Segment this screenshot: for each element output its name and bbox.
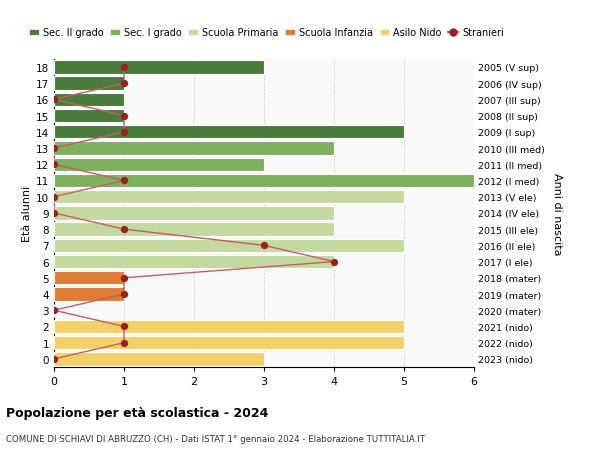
Point bbox=[49, 96, 59, 104]
Point bbox=[119, 80, 129, 88]
Bar bbox=[54, 158, 264, 172]
Y-axis label: Età alunni: Età alunni bbox=[22, 185, 32, 241]
Bar bbox=[54, 223, 334, 236]
Point bbox=[49, 161, 59, 168]
Bar bbox=[54, 190, 404, 204]
Point bbox=[119, 177, 129, 185]
Bar bbox=[54, 207, 334, 220]
Bar bbox=[54, 288, 124, 301]
Legend: Sec. II grado, Sec. I grado, Scuola Primaria, Scuola Infanzia, Asilo Nido, Stran: Sec. II grado, Sec. I grado, Scuola Prim… bbox=[25, 24, 508, 42]
Text: COMUNE DI SCHIAVI DI ABRUZZO (CH) - Dati ISTAT 1° gennaio 2024 - Elaborazione TU: COMUNE DI SCHIAVI DI ABRUZZO (CH) - Dati… bbox=[6, 434, 425, 443]
Bar bbox=[54, 94, 124, 107]
Bar bbox=[54, 174, 474, 188]
Point bbox=[119, 291, 129, 298]
Bar bbox=[54, 239, 404, 252]
Point bbox=[119, 226, 129, 233]
Point bbox=[49, 194, 59, 201]
Point bbox=[49, 145, 59, 152]
Point bbox=[119, 112, 129, 120]
Bar bbox=[54, 77, 124, 90]
Point bbox=[119, 129, 129, 136]
Point bbox=[119, 64, 129, 72]
Bar bbox=[54, 255, 334, 269]
Point bbox=[49, 355, 59, 363]
Point bbox=[259, 242, 269, 250]
Point bbox=[49, 210, 59, 217]
Y-axis label: Anni di nascita: Anni di nascita bbox=[552, 172, 562, 255]
Point bbox=[119, 339, 129, 347]
Bar bbox=[54, 61, 264, 74]
Bar bbox=[54, 353, 264, 366]
Text: Popolazione per età scolastica - 2024: Popolazione per età scolastica - 2024 bbox=[6, 406, 268, 419]
Bar bbox=[54, 142, 334, 155]
Point bbox=[49, 307, 59, 314]
Bar bbox=[54, 110, 124, 123]
Bar bbox=[54, 126, 404, 139]
Bar bbox=[54, 272, 124, 285]
Bar bbox=[54, 320, 404, 333]
Point bbox=[119, 274, 129, 282]
Point bbox=[119, 323, 129, 330]
Point bbox=[329, 258, 339, 266]
Bar bbox=[54, 336, 404, 350]
